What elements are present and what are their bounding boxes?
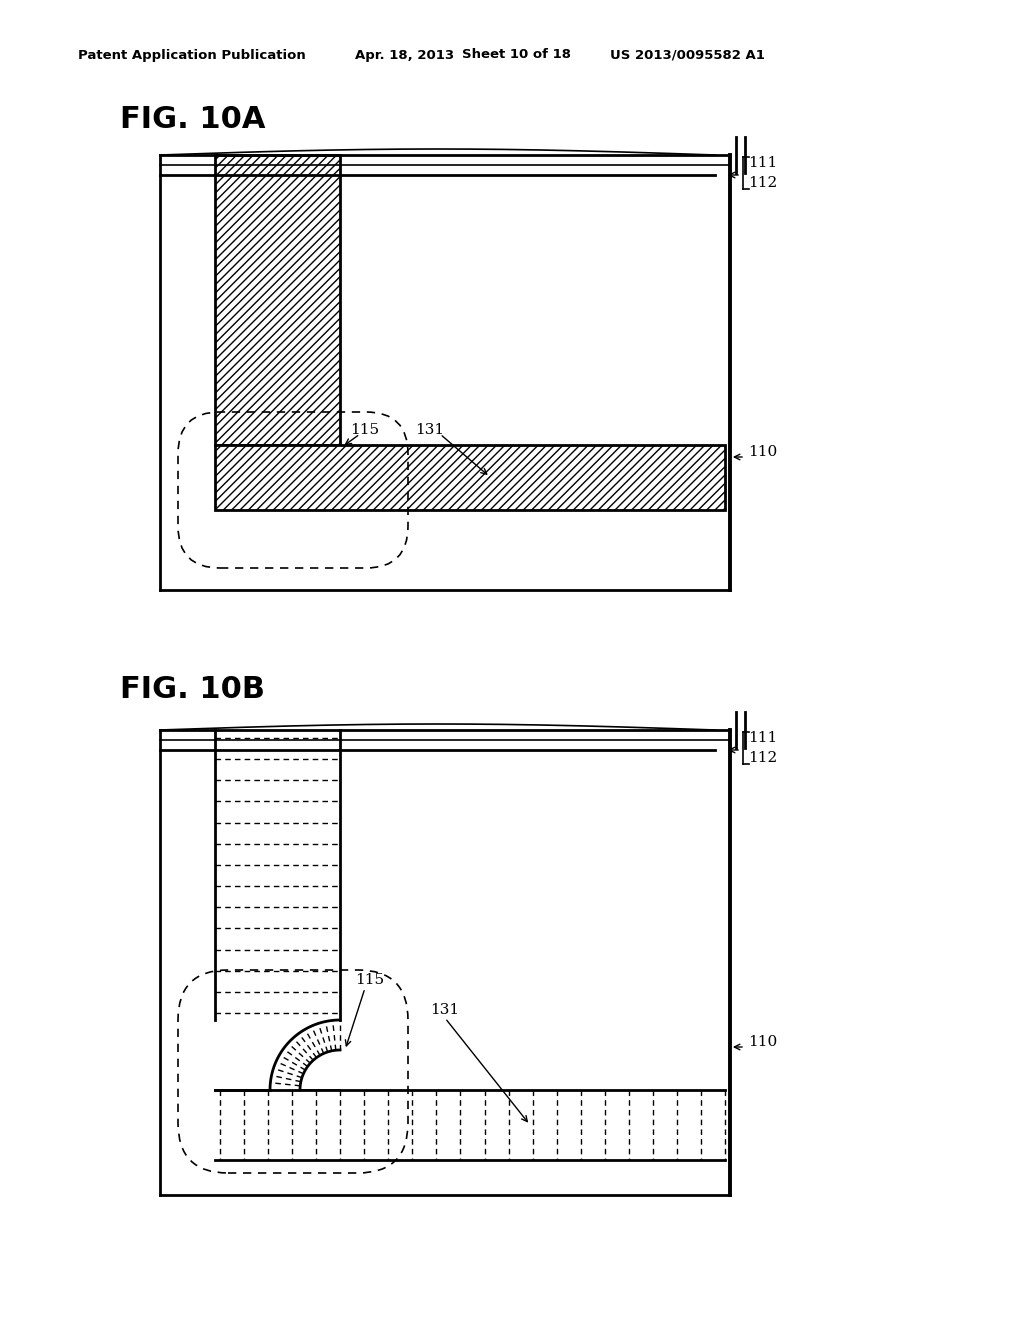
Text: 112: 112: [748, 176, 777, 190]
Text: Sheet 10 of 18: Sheet 10 of 18: [462, 49, 571, 62]
Bar: [215, 154, 340, 445]
Text: 112: 112: [748, 751, 777, 766]
Text: 111: 111: [748, 731, 777, 744]
Text: FIG. 10A: FIG. 10A: [120, 106, 265, 135]
Text: 115: 115: [350, 422, 379, 437]
Text: Apr. 18, 2013: Apr. 18, 2013: [355, 49, 454, 62]
Text: US 2013/0095582 A1: US 2013/0095582 A1: [610, 49, 765, 62]
Text: FIG. 10B: FIG. 10B: [120, 676, 265, 705]
Text: 110: 110: [748, 445, 777, 459]
Bar: [215, 445, 725, 510]
Text: 111: 111: [748, 156, 777, 170]
Text: 115: 115: [355, 973, 384, 987]
Text: 131: 131: [415, 422, 444, 437]
Text: 131: 131: [430, 1003, 459, 1016]
Text: Patent Application Publication: Patent Application Publication: [78, 49, 306, 62]
Text: 110: 110: [748, 1035, 777, 1049]
